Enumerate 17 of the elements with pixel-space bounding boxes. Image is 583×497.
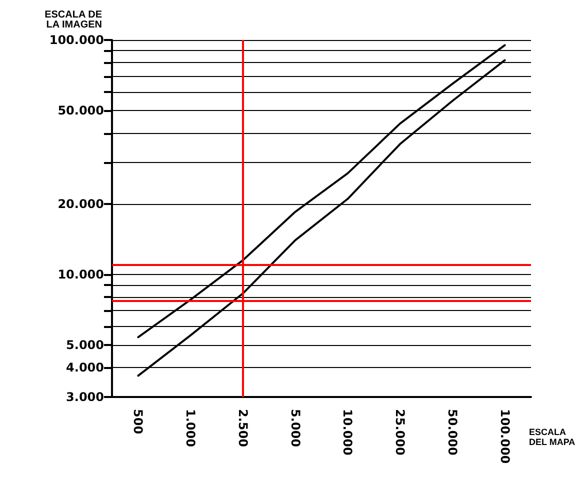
y-tick-label: 100.000 bbox=[49, 33, 104, 47]
x-tick-label: 100.000 bbox=[498, 409, 512, 464]
y-tick-label: 3.000 bbox=[66, 390, 104, 404]
y-tick-label: 10.000 bbox=[58, 267, 104, 282]
x-tick-label: 500 bbox=[131, 409, 146, 434]
y-axis-title: ESCALA DE LA IMAGEN bbox=[44, 10, 102, 30]
x-tick-label: 10.000 bbox=[340, 409, 355, 456]
y-tick-label: 20.000 bbox=[58, 196, 104, 211]
x-tick-label: 50.000 bbox=[445, 409, 460, 456]
x-tick-label: 1.000 bbox=[184, 409, 198, 447]
y-tick-label: 4.000 bbox=[66, 360, 104, 375]
y-tick-label: 5.000 bbox=[66, 338, 104, 352]
y-tick-label: 50.000 bbox=[58, 104, 104, 118]
x-tick-label: 25.000 bbox=[393, 409, 408, 456]
x-tick-label: 5.000 bbox=[288, 409, 302, 447]
x-tick-label: 2.500 bbox=[236, 409, 250, 447]
x-axis-title: ESCALA DEL MAPA bbox=[529, 427, 576, 447]
